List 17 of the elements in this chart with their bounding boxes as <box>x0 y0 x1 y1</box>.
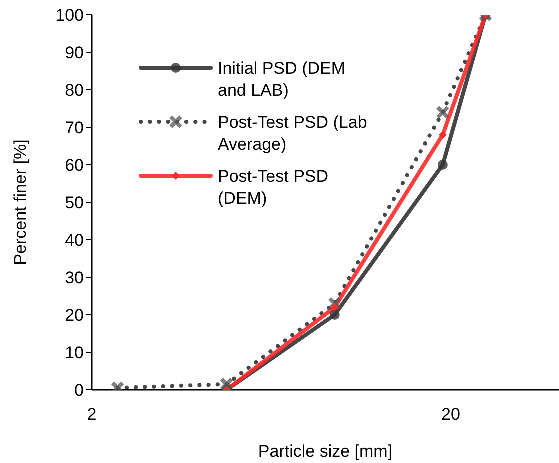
y-tick-label: 0 <box>74 381 84 400</box>
y-tick-label: 70 <box>65 118 84 138</box>
legend-label: Initial PSD (DEM and LAB) <box>218 58 347 102</box>
y-tick-label: 80 <box>65 81 84 100</box>
legend-label: Post-Test PSD (Lab Average) <box>218 112 368 156</box>
y-tick-label: 60 <box>65 156 84 176</box>
y-tick-label: 10 <box>65 344 84 363</box>
y-tick-label: 100 <box>56 6 84 26</box>
y-tick-label: 40 <box>65 231 84 250</box>
y-tick-label: 20 <box>65 306 84 326</box>
y-tick-label: 90 <box>65 44 84 63</box>
legend-label: Post-Test PSD (DEM) <box>218 166 330 210</box>
x-tick-label: 2 <box>87 405 97 424</box>
y-axis-title: Percent finer [%] <box>11 140 30 266</box>
y-tick-label: 50 <box>65 194 84 213</box>
x-axis-title: Particle size [mm] <box>258 442 393 461</box>
y-tick-label: 30 <box>65 268 84 288</box>
